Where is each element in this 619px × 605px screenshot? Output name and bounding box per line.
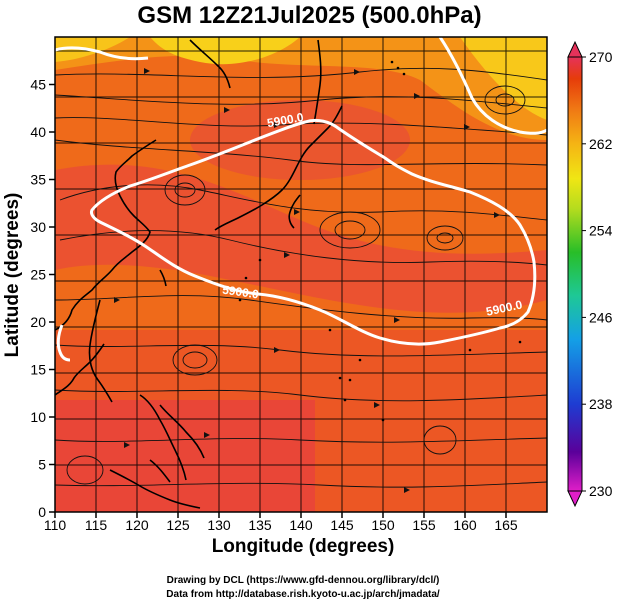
x-tick-label: 155 <box>412 517 436 533</box>
contour-label-south: 5900.0 <box>221 283 260 302</box>
colorbar-ticks: 230 238 246 254 262 270 <box>582 49 613 499</box>
y-tick-label: 40 <box>30 124 46 140</box>
contour-label-north: 5900.0 <box>266 110 305 130</box>
colorbar-ramp <box>567 56 583 492</box>
x-tick-label: 115 <box>85 517 108 533</box>
x-tick-label: 140 <box>289 517 313 533</box>
credit-drawing: Drawing by DCL (https://www.gfd-dennou.o… <box>166 575 440 586</box>
temperature-field <box>55 37 547 512</box>
field-hot-southwest <box>55 400 315 512</box>
contour-5900 <box>55 37 547 362</box>
y-tick-label: 5 <box>38 457 46 473</box>
y-tick-label: 20 <box>30 314 46 330</box>
colorbar-tick-label: 230 <box>589 483 613 499</box>
colorbar-tick-label: 246 <box>589 309 613 325</box>
y-tick-label: 25 <box>30 267 46 283</box>
x-tick-label: 135 <box>248 517 272 533</box>
colorbar-tick-label: 238 <box>589 396 613 412</box>
x-tick-label: 125 <box>166 517 190 533</box>
y-tick-label: 15 <box>30 362 46 378</box>
x-tick-label: 165 <box>494 517 518 533</box>
y-tick-label: 35 <box>30 172 46 188</box>
field-hot-core <box>190 100 410 180</box>
lat-lon-grid <box>55 37 547 512</box>
y-axis-label: Latitude (degrees) <box>2 192 23 358</box>
y-tick-label: 30 <box>30 219 46 235</box>
y-tick-label: 0 <box>38 504 46 520</box>
colorbar-max-arrow <box>567 40 583 58</box>
x-axis: 110 115 120 125 130 135 140 145 150 155 160 165 <box>44 512 518 533</box>
colorbar-min-arrow <box>567 490 583 508</box>
colorbar-tick-label: 262 <box>589 136 613 152</box>
colorbar-tick-label: 270 <box>589 49 613 65</box>
x-tick-label: 145 <box>330 517 354 533</box>
map-title: GSM 12Z21Jul2025 (500.0hPa) <box>137 2 482 29</box>
x-axis-label: Longitude (degrees) <box>211 536 395 557</box>
x-tick-label: 110 <box>44 517 67 533</box>
colorbar-tick-label: 254 <box>589 223 613 239</box>
wind-streamlines <box>55 67 547 488</box>
streamline-arrows <box>114 68 500 493</box>
y-axis: 0 5 10 15 20 25 30 35 40 45 <box>30 77 55 520</box>
coastlines <box>55 39 343 509</box>
x-tick-label: 120 <box>125 517 149 533</box>
x-tick-label: 130 <box>207 517 231 533</box>
x-tick-label: 160 <box>453 517 477 533</box>
island-dots <box>238 60 522 422</box>
credit-data: Data from http://database.rish.kyoto-u.a… <box>166 589 440 600</box>
y-tick-label: 10 <box>30 409 46 425</box>
x-tick-label: 150 <box>371 517 395 533</box>
colorbar: 230 238 246 254 262 270 <box>567 40 613 508</box>
y-tick-label: 45 <box>30 77 46 93</box>
